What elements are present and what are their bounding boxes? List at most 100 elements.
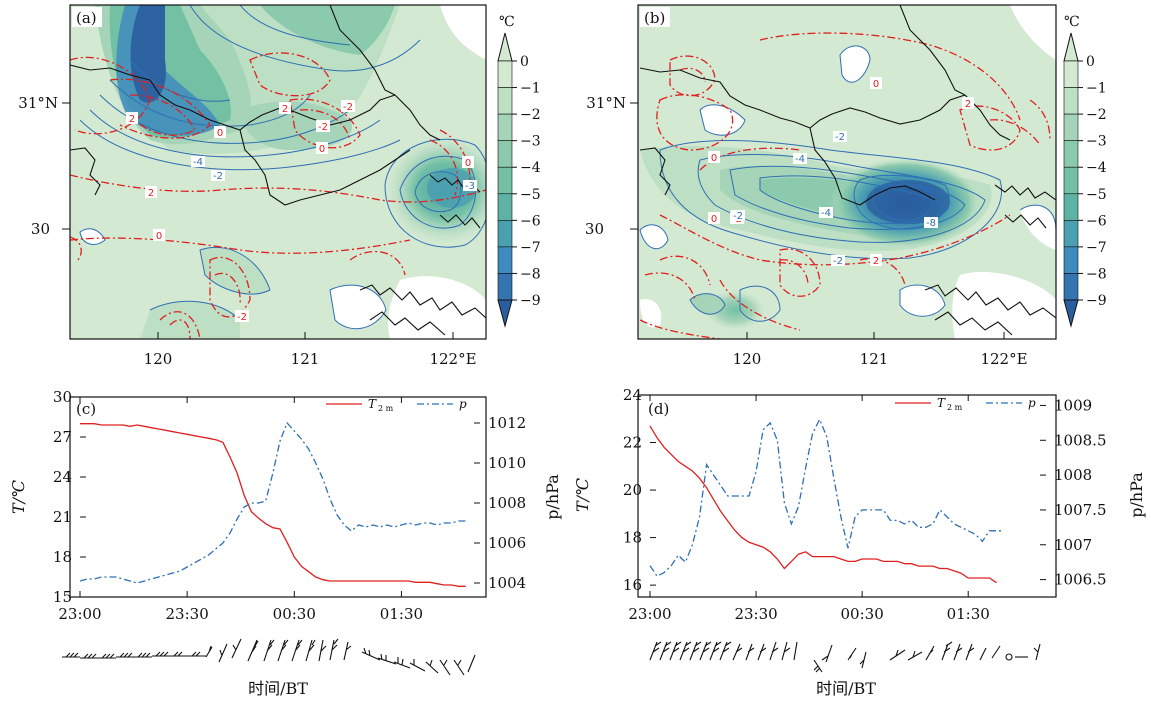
colorbar-tick-label: −6 (1086, 213, 1107, 229)
colorbar-tick-label: −4 (1086, 160, 1107, 176)
x-tick-label: 01:30 (947, 605, 990, 623)
x-tick-label: 120 (733, 350, 762, 368)
map-gap (330, 285, 386, 329)
colorbar-tick-label: −7 (520, 240, 541, 256)
y-tick-label: 30 (31, 220, 50, 238)
x-tick-label: 121 (291, 350, 320, 368)
colorbar-tick-label: −3 (1086, 134, 1107, 150)
y-tick-label: 31°N (586, 94, 626, 112)
colorbar-tick-label: −5 (520, 187, 541, 203)
field-region (690, 293, 725, 315)
y-right-tick-label: 1010 (488, 454, 526, 472)
contour-label: -4 (795, 154, 805, 165)
x-tick-label: 00:30 (841, 605, 884, 623)
y-axis-right-title: p/hPa (543, 474, 562, 520)
contour-label: 0 (873, 79, 879, 90)
y-left-tick-label: 30 (53, 388, 72, 406)
contour-label: -4 (821, 208, 831, 219)
red-contours (639, 32, 1051, 339)
contour-label: 2 (965, 99, 971, 110)
colorbar-arrow-bottom (1063, 299, 1079, 328)
colorbar-tick-label: −3 (520, 134, 541, 150)
colorbar-tick-label: −9 (520, 293, 541, 309)
colorbar-arrow-bottom (497, 299, 513, 328)
colorbar-swatch (1063, 140, 1079, 168)
y-right-tick-label: 1008 (1054, 466, 1092, 484)
contour-label: -2 (733, 211, 743, 222)
map-gap (440, 5, 486, 60)
y-left-tick-label: 18 (623, 529, 642, 547)
colorbar-swatch (497, 273, 513, 301)
map-a-frame (69, 4, 487, 340)
colorbar-swatch (1063, 246, 1079, 274)
colorbar-tick-label: 0 (1086, 54, 1095, 70)
legend-label-p: p (459, 397, 467, 411)
colorbar-swatch (497, 166, 513, 195)
contour-label: 2 (129, 114, 135, 125)
contour-label: 2 (148, 188, 154, 199)
y-tick-label: 30 (585, 220, 604, 238)
colorbar-swatch (1063, 166, 1079, 195)
contour-label: -2 (213, 171, 223, 182)
colorbar-b-unit: ℃ (1064, 14, 1080, 30)
colorbar-tick-label: −9 (1086, 293, 1107, 309)
x-tick-label: 23:00 (58, 605, 101, 623)
plot-c-frame (69, 396, 487, 598)
map-gap (640, 299, 662, 328)
field-region (240, 101, 352, 150)
contour-label: 0 (156, 231, 162, 242)
map-gap (388, 276, 486, 339)
colorbar-tick-label: −1 (520, 81, 541, 97)
colorbar-swatch (1063, 113, 1079, 141)
y-left-tick-label: 24 (623, 386, 642, 404)
y-tick-label: 31°N (18, 94, 58, 112)
x-tick-label: 23:30 (734, 605, 777, 623)
map-gap (900, 285, 945, 317)
y-right-tick-label: 1004 (488, 574, 526, 592)
colorbar-tick-label: −2 (1086, 107, 1107, 123)
y-left-tick-label: 21 (53, 508, 72, 526)
map-gap (700, 104, 745, 136)
colorbar-swatch (497, 87, 513, 115)
colorbar-swatch (1063, 60, 1079, 88)
colorbar-swatch (497, 220, 513, 248)
panel-c-label: (c) (76, 400, 96, 418)
colorbar-tick-label: −8 (520, 266, 541, 282)
legend-label-p: p (1028, 396, 1036, 410)
contour-label: -2 (237, 312, 247, 323)
blue-contours (639, 45, 1056, 322)
colorbar-swatch (497, 113, 513, 141)
x-tick-label: 122°E (429, 350, 476, 368)
colorbar-tick-label: −5 (1086, 187, 1107, 203)
colorbar-tick-label: −8 (1086, 266, 1107, 282)
colorbar-a-unit: ℃ (499, 14, 515, 30)
map-gap (1010, 5, 1056, 60)
boundary-lines (639, 5, 1056, 336)
x-tick-label: 120 (144, 350, 173, 368)
blue-contour-labels: -2 -4 -4 -8 -2 -2 (731, 131, 938, 267)
colorbar-tick-label: −7 (1086, 240, 1107, 256)
red-contours (70, 52, 486, 339)
y-axis-right-title: p/hPa (1127, 472, 1146, 518)
colorbar-b: 0 −1 −2 −3 −4 −5 −6 −7 −8 −9 (1063, 32, 1107, 328)
field-region (130, 5, 166, 103)
panel-a-map: 2 0 2 0 -2 2 0 -2 0 -2 -4 -2 -3 (a) 120 … (18, 4, 541, 368)
y-right-tick-label: 1008.5 (1054, 431, 1107, 449)
blue-contours (79, 5, 486, 330)
y-left-tick-label: 15 (53, 588, 72, 606)
y-left-tick-label: 27 (53, 428, 72, 446)
panel-a-label: (a) (76, 9, 97, 27)
contour-label: 0 (711, 214, 717, 225)
x-tick-label: 23:30 (166, 605, 209, 623)
contour-label: 0 (711, 153, 717, 164)
field-region (200, 247, 270, 295)
contour-label: 2 (282, 104, 288, 115)
series-line-t2m (80, 423, 466, 587)
colorbar-swatch (1063, 273, 1079, 301)
x-tick-label: 23:00 (628, 605, 671, 623)
colorbar-a: 0 −1 −2 −3 −4 −5 −6 −7 −8 −9 (497, 32, 541, 328)
colorbar-tick-label: −1 (1086, 81, 1107, 97)
plot-c-series: 23:00 23:30 00:30 01:30 15 18 21 24 27 30 1004 1006… (53, 388, 526, 623)
